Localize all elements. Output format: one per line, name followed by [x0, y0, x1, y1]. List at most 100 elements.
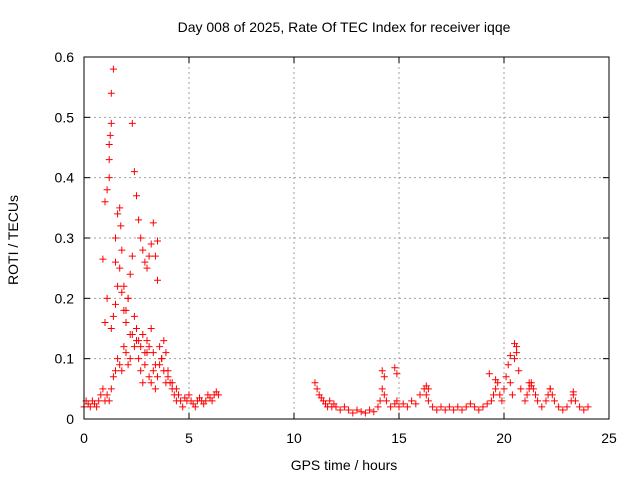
data-point	[515, 367, 523, 375]
data-point	[571, 397, 579, 405]
data-point	[559, 406, 567, 414]
data-point	[191, 403, 199, 411]
x-tick-label: 0	[80, 430, 88, 446]
data-point	[387, 403, 395, 411]
data-point	[141, 349, 149, 357]
data-point	[112, 258, 119, 266]
data-point	[471, 403, 479, 411]
data-point	[424, 397, 432, 405]
data-point	[458, 406, 466, 414]
data-point	[86, 403, 94, 411]
data-point	[143, 264, 151, 272]
data-point	[546, 385, 554, 393]
data-point	[99, 255, 107, 263]
data-point	[485, 370, 493, 378]
data-point	[504, 361, 512, 369]
data-point	[534, 397, 542, 405]
data-point	[158, 355, 166, 363]
y-tick-label: 0.5	[55, 109, 75, 125]
data-point	[349, 409, 357, 417]
data-point	[133, 325, 140, 332]
data-point	[149, 367, 157, 375]
data-point	[118, 246, 126, 254]
data-point	[154, 276, 161, 284]
data-point	[109, 65, 117, 73]
data-point	[580, 406, 588, 414]
data-point	[542, 397, 550, 405]
data-point	[154, 373, 161, 381]
data-point	[112, 234, 119, 242]
data-point	[162, 349, 170, 357]
data-point	[441, 406, 449, 414]
data-point	[105, 397, 113, 405]
data-point	[326, 397, 334, 405]
data-point	[313, 385, 321, 393]
data-point	[479, 403, 487, 411]
data-point	[584, 403, 592, 411]
data-point	[149, 219, 157, 227]
data-point	[101, 198, 109, 206]
data-point	[532, 391, 539, 399]
data-point	[422, 391, 430, 399]
data-point	[466, 400, 474, 408]
data-point	[139, 331, 147, 339]
data-point	[147, 379, 155, 387]
data-point	[175, 391, 182, 399]
data-point	[513, 349, 521, 357]
data-point	[214, 391, 222, 399]
data-point	[120, 282, 128, 290]
data-point	[116, 204, 124, 212]
data-point	[141, 361, 149, 369]
data-point	[508, 391, 516, 399]
data-point	[521, 397, 529, 405]
y-tick-label: 0.4	[55, 170, 75, 186]
data-point	[511, 355, 518, 363]
data-point	[376, 397, 384, 405]
data-point	[523, 391, 531, 399]
data-point	[168, 379, 176, 387]
data-point	[412, 400, 420, 408]
data-point	[135, 355, 143, 363]
data-point	[120, 343, 128, 351]
data-point	[487, 397, 495, 405]
data-point	[177, 397, 185, 405]
data-point	[569, 388, 577, 396]
data-point	[380, 373, 388, 381]
data-point	[454, 403, 462, 411]
data-point	[122, 349, 130, 357]
data-point	[99, 385, 107, 393]
data-point	[437, 403, 445, 411]
data-point	[107, 119, 115, 127]
data-point	[106, 131, 114, 139]
data-point	[164, 367, 172, 375]
x-tick-label: 20	[496, 430, 512, 446]
data-point	[202, 397, 210, 405]
y-tick-label: 0.1	[55, 351, 75, 367]
data-point	[103, 294, 111, 302]
data-point	[380, 391, 388, 399]
data-point	[378, 367, 386, 375]
data-point	[128, 252, 136, 260]
plot-frame	[83, 56, 610, 420]
data-point	[103, 186, 111, 194]
data-point	[500, 385, 508, 393]
data-point	[527, 382, 535, 390]
data-point	[137, 234, 145, 242]
y-tick-label: 0.3	[55, 230, 75, 246]
data-point	[424, 385, 432, 393]
data-point	[105, 156, 113, 164]
data-point	[492, 376, 500, 384]
data-point	[139, 246, 147, 254]
data-point	[137, 367, 145, 375]
x-tick-label: 5	[185, 430, 193, 446]
x-tick-label: 10	[286, 430, 302, 446]
data-point	[462, 403, 470, 411]
data-point	[555, 403, 563, 411]
data-point	[109, 312, 117, 320]
data-point	[353, 406, 361, 414]
data-point	[124, 294, 132, 302]
data-point	[361, 409, 369, 417]
data-point	[374, 403, 382, 411]
data-point	[399, 400, 407, 408]
data-point	[382, 397, 390, 405]
